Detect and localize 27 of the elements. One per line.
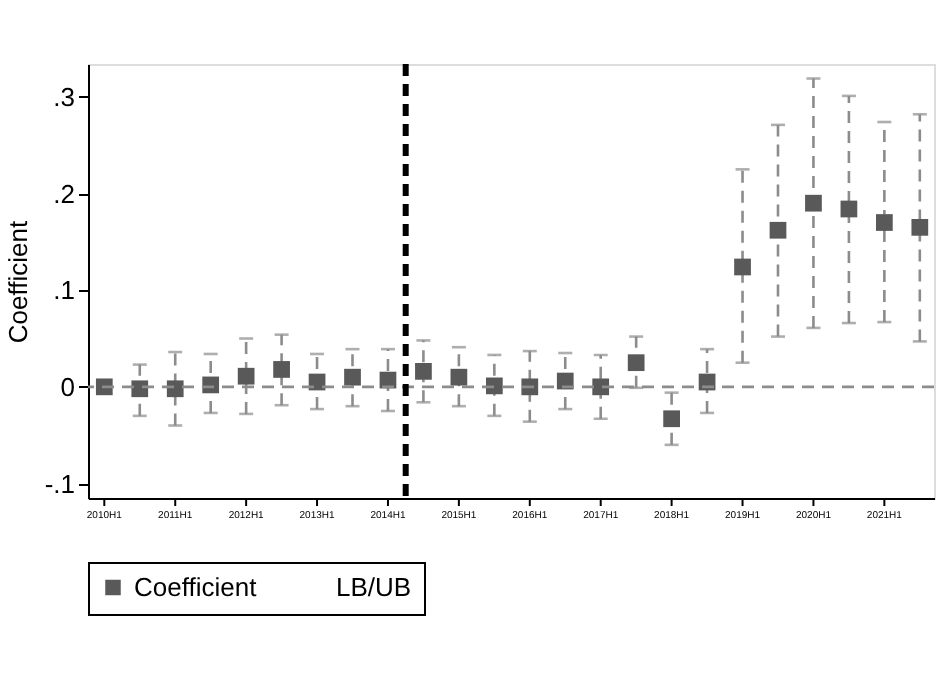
legend-label: Coefficient	[134, 571, 258, 602]
point	[840, 200, 858, 218]
text: LB/UB	[336, 571, 412, 602]
point	[485, 377, 503, 395]
point	[450, 368, 468, 386]
point	[237, 367, 255, 385]
point	[805, 194, 822, 212]
point	[166, 380, 184, 398]
point	[95, 378, 113, 396]
point	[911, 218, 929, 236]
point	[344, 368, 361, 386]
point	[875, 214, 893, 231]
point	[734, 258, 751, 276]
point	[521, 378, 539, 396]
point	[663, 410, 680, 428]
point	[627, 354, 645, 372]
y-axis-title: Coefficient	[2, 220, 33, 344]
y-tick-label: .1	[53, 275, 75, 306]
point	[131, 380, 149, 398]
point	[415, 363, 432, 380]
y-tick-label: .3	[53, 81, 75, 112]
y-tick-label: -.1	[44, 468, 75, 499]
point	[592, 378, 610, 396]
point	[769, 221, 787, 239]
y-tick-label: .2	[53, 178, 75, 209]
y-tick-label: 0	[60, 371, 75, 402]
point	[273, 361, 290, 378]
